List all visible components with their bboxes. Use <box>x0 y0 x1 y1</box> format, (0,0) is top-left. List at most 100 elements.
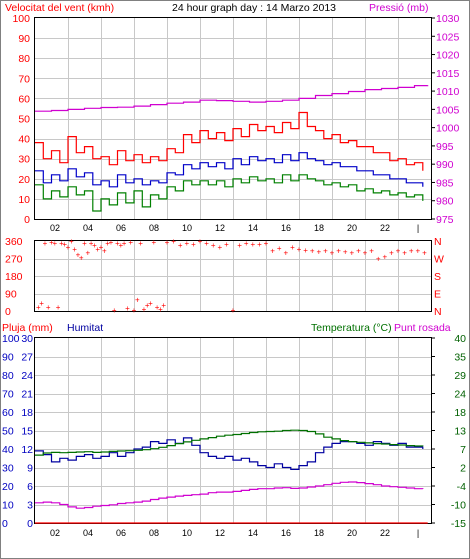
pressure-tick-label: 975 <box>436 214 454 226</box>
hour-tick-label: 22 <box>380 528 390 538</box>
humidity-tick-label: 90 <box>2 352 14 364</box>
hour-tick-label: 02 <box>50 528 60 538</box>
wind-panel-frame <box>34 17 432 220</box>
direction-point: + <box>330 249 335 258</box>
direction-point: + <box>165 238 170 247</box>
direction-point: + <box>138 239 143 248</box>
hour-tick-label: 16 <box>281 528 291 538</box>
hour-tick-label: 12 <box>215 528 225 538</box>
humidity-tick-label: 10 <box>2 500 14 512</box>
direction-point: + <box>217 243 222 252</box>
direction-point: + <box>204 239 209 248</box>
direction-degree-label: 360 <box>5 236 23 248</box>
wind-series-line-1 <box>35 152 424 188</box>
temperature-tick-label: 35 <box>454 352 466 364</box>
hour-tick-label: 14 <box>248 528 258 538</box>
temperature-tick-label: 13 <box>454 426 466 438</box>
direction-point: + <box>224 240 229 249</box>
rain-tick-label: 27 <box>21 352 33 364</box>
humidity-tick-label: 30 <box>2 463 14 475</box>
direction-degree-ticks: 0 90 180 270 360 <box>5 236 23 318</box>
direction-point: + <box>85 249 90 258</box>
wind-series-line-0 <box>35 111 424 171</box>
hour-tick-label: | <box>417 223 419 233</box>
temperature-tick-label: 24 <box>454 389 466 401</box>
direction-point: + <box>402 249 407 258</box>
direction-compass-label: N <box>434 236 442 248</box>
direction-point: + <box>132 306 137 315</box>
temperature-tick-label: 29 <box>454 370 466 382</box>
direction-point: + <box>115 239 120 248</box>
direction-point: + <box>95 245 100 254</box>
direction-point: + <box>128 238 133 247</box>
pressure-tick-label: 985 <box>436 177 454 189</box>
direction-point: + <box>376 255 381 264</box>
direction-point: + <box>148 299 153 308</box>
direction-degree-label: 270 <box>5 254 23 266</box>
direction-point: + <box>297 245 302 254</box>
wind-tick-label: 60 <box>18 93 30 105</box>
pressure-tick-label: 1015 <box>436 68 460 80</box>
direction-point: + <box>82 239 87 248</box>
direction-point: + <box>343 248 348 257</box>
pressure-tick-label: 995 <box>436 141 454 153</box>
rain-axis-title: Pluja (mm) <box>2 322 53 334</box>
direction-point: + <box>231 306 236 315</box>
direction-point: + <box>151 238 156 247</box>
rain-tick-label: 3 <box>27 500 33 512</box>
direction-point: + <box>277 244 282 253</box>
direction-compass-label: E <box>434 289 441 301</box>
pressure-tick-label: 1000 <box>436 123 460 135</box>
pressure-tick-label: 1010 <box>436 86 460 98</box>
direction-point: + <box>389 249 394 258</box>
direction-point: + <box>184 239 189 248</box>
humidity-tick-label: 60 <box>2 407 14 419</box>
direction-point: + <box>69 237 74 246</box>
direction-panel-frame <box>34 240 432 312</box>
direction-point: + <box>79 254 84 263</box>
humidity-axis-title: Humitat <box>67 322 103 334</box>
hour-tick-label: 20 <box>347 223 357 233</box>
direction-point: + <box>49 238 54 247</box>
rain-tick-label: 6 <box>27 481 33 493</box>
direction-point: + <box>211 241 216 250</box>
direction-point: + <box>135 295 140 304</box>
direction-point: + <box>237 241 242 250</box>
direction-point: + <box>145 301 150 310</box>
climate-panel-hour-ticks: 02 04 06 08 10 12 14 16 18 20 22 | <box>50 528 419 538</box>
direction-point: + <box>264 239 269 248</box>
rain-tick-label: 24 <box>21 370 33 382</box>
humidity-tick-label: 100 <box>2 333 20 345</box>
rain-tick-label: 9 <box>27 463 33 475</box>
wind-tick-label: 90 <box>18 33 30 45</box>
pressure-tick-label: 980 <box>436 196 454 208</box>
humidity-tick-label: 80 <box>2 370 14 382</box>
humidity-tick-label: 50 <box>2 426 14 438</box>
climate-series-line-2 <box>35 481 424 509</box>
direction-point: + <box>270 247 275 256</box>
direction-point: + <box>316 248 321 257</box>
direction-point: + <box>283 249 288 258</box>
wind-panel-series <box>35 85 429 212</box>
chart-title: 24 hour graph day : 14 Marzo 2013 <box>172 2 336 14</box>
direction-points: ++++++++++++++++++++++++++++++++++++++++… <box>36 237 427 315</box>
direction-point: + <box>102 247 107 256</box>
temperature-tick-label: 7 <box>460 444 466 456</box>
wind-series-line-2 <box>35 174 424 212</box>
hour-tick-label: 08 <box>149 528 159 538</box>
hour-tick-label: | <box>417 528 419 538</box>
temperature-tick-label: 18 <box>454 407 466 419</box>
wind-tick-label: 80 <box>18 53 30 65</box>
wind-tick-label: 0 <box>24 214 30 226</box>
direction-point: + <box>198 237 203 246</box>
rain-tick-label: 30 <box>21 333 33 345</box>
direction-point: + <box>161 301 166 310</box>
direction-point: + <box>142 305 147 314</box>
hour-tick-label: 06 <box>116 223 126 233</box>
direction-point: + <box>257 240 262 249</box>
direction-point: + <box>59 239 64 248</box>
climate-panel-series <box>35 429 428 524</box>
direction-compass-label: S <box>434 271 441 283</box>
